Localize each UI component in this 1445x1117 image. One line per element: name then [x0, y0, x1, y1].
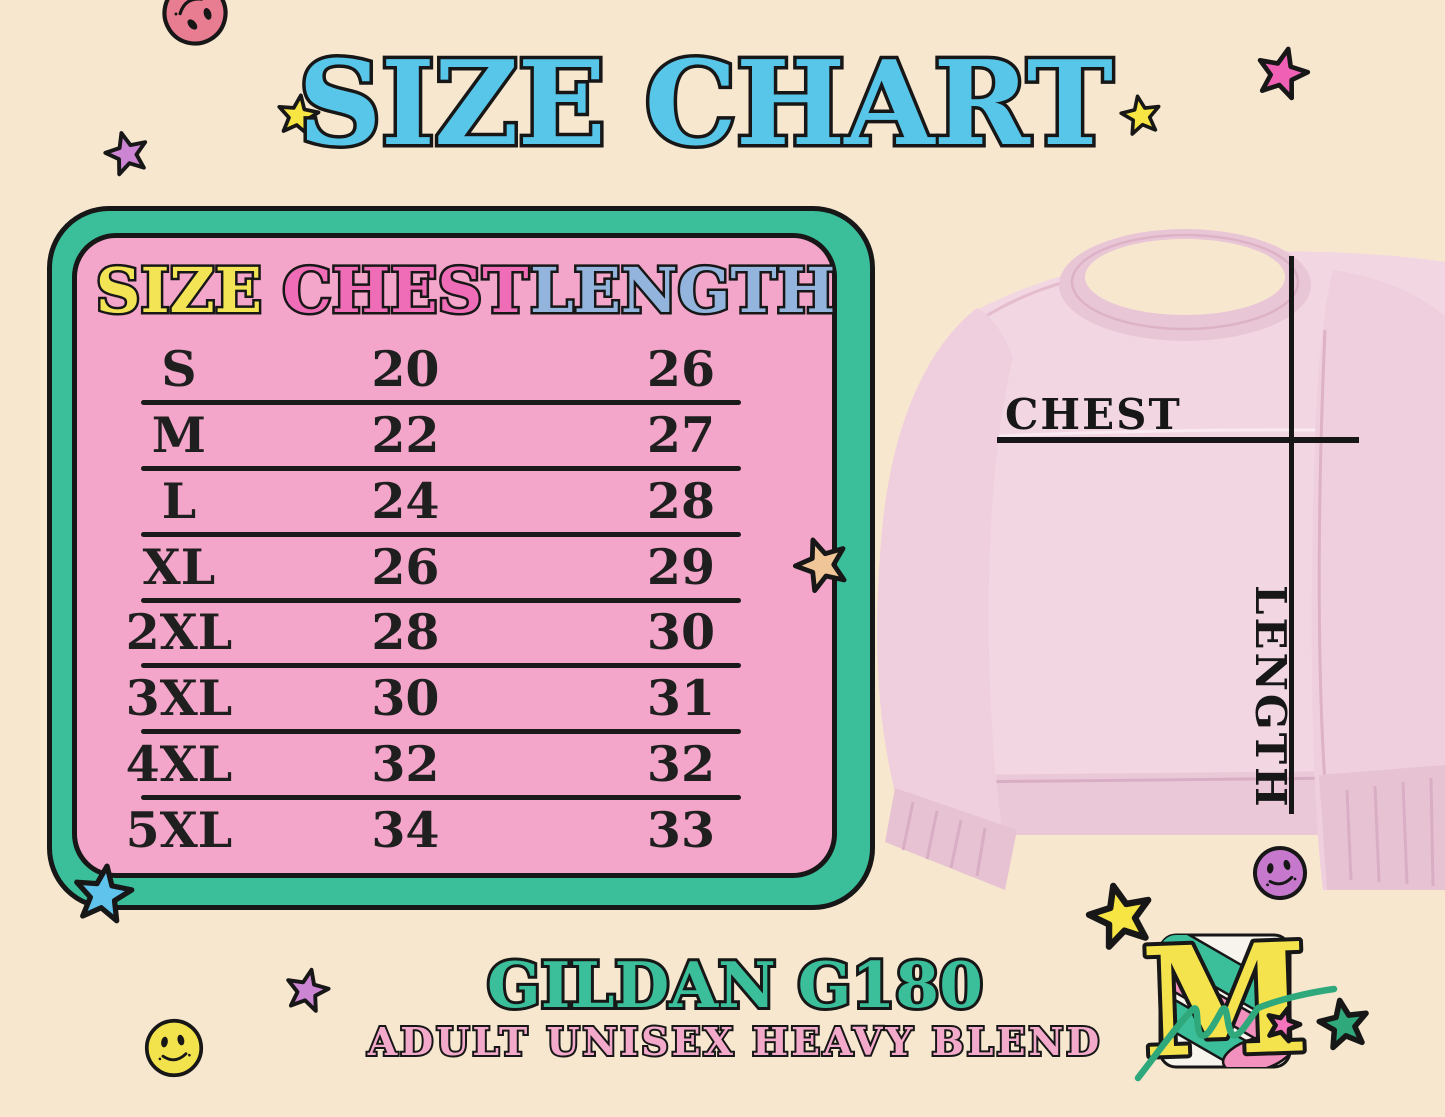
table-row: 4XL 32 32 — [77, 731, 832, 800]
table-row: M 22 27 — [77, 402, 832, 471]
star-icon — [1266, 1006, 1303, 1044]
chest-measure-line — [997, 437, 1359, 443]
star-icon — [286, 967, 331, 1013]
length-cell: 30 — [646, 603, 716, 662]
length-cell: 32 — [646, 735, 716, 794]
sweatshirt-left-sleeve — [877, 308, 1013, 850]
size-cell: 2XL — [125, 603, 233, 662]
size-chart-table: SIZE CHEST LENGTH S 20 26 M 22 27 L 24 — [72, 233, 838, 878]
size-chart-card: SIZE CHEST LENGTH S 20 26 M 22 27 L 24 — [47, 206, 875, 910]
table-body: S 20 26 M 22 27 L 24 28 XL 26 29 — [77, 336, 832, 863]
smiley-face-icon — [162, 0, 228, 46]
size-cell: XL — [142, 537, 216, 596]
chest-measure-label: CHEST — [1005, 390, 1182, 439]
sweatshirt-image — [877, 229, 1445, 890]
product-description: ADULT UNISEX HEAVY BLEND — [366, 1017, 1103, 1066]
star-icon — [792, 537, 847, 594]
chest-cell: 26 — [371, 537, 440, 596]
chest-cell: 30 — [371, 669, 440, 728]
star-icon — [74, 863, 135, 924]
smiley-face-icon — [1253, 846, 1307, 900]
length-cell: 28 — [646, 471, 716, 530]
table-row: XL 26 29 — [77, 534, 832, 603]
page-title: SIZE CHART — [294, 33, 1116, 176]
table-row: 2XL 28 30 — [77, 600, 832, 669]
length-cell: 26 — [646, 339, 716, 398]
column-header-chest: CHEST — [280, 252, 531, 330]
star-icon — [1316, 997, 1369, 1051]
length-cell: 29 — [646, 537, 716, 596]
size-cell: M — [151, 405, 207, 464]
logo-scribble — [1134, 985, 1338, 1082]
table-row: 3XL 30 31 — [77, 665, 832, 735]
size-cell: 5XL — [125, 801, 233, 860]
star-icon — [277, 93, 321, 137]
chest-cell: 24 — [371, 471, 440, 530]
brand-logo: M — [1085, 846, 1369, 1096]
column-header-size: SIZE — [93, 252, 264, 330]
table-row: 5XL 34 33 — [77, 797, 832, 863]
star-icon — [1085, 882, 1152, 950]
size-cell: S — [161, 339, 197, 398]
length-measure-line — [1289, 256, 1294, 814]
table-row: S 20 26 — [77, 336, 832, 405]
table-row: L 24 28 — [77, 468, 832, 537]
length-measure-label: LENGTH — [1246, 585, 1295, 810]
chest-cell: 22 — [371, 405, 440, 464]
star-icon — [1119, 94, 1161, 136]
chest-cell: 32 — [371, 735, 440, 794]
sweatshirt-right-sleeve — [1311, 270, 1445, 890]
smiley-face-icon — [144, 1018, 204, 1078]
chest-cell: 34 — [371, 801, 440, 860]
star-icon — [103, 131, 148, 177]
column-header-length: LENGTH — [527, 252, 837, 330]
chest-cell: 20 — [371, 339, 440, 398]
size-cell: 4XL — [125, 735, 233, 794]
size-cell: L — [161, 471, 197, 530]
size-cell: 3XL — [125, 669, 233, 728]
logo-letter: M — [1139, 910, 1311, 1092]
length-cell: 27 — [646, 405, 716, 464]
product-name: GILDAN G180 — [484, 945, 986, 1025]
table-header-row: SIZE CHEST LENGTH — [77, 252, 837, 330]
length-cell: 31 — [646, 669, 716, 728]
chest-cell: 28 — [371, 603, 440, 662]
star-icon — [1257, 46, 1311, 101]
length-cell: 33 — [646, 801, 716, 860]
